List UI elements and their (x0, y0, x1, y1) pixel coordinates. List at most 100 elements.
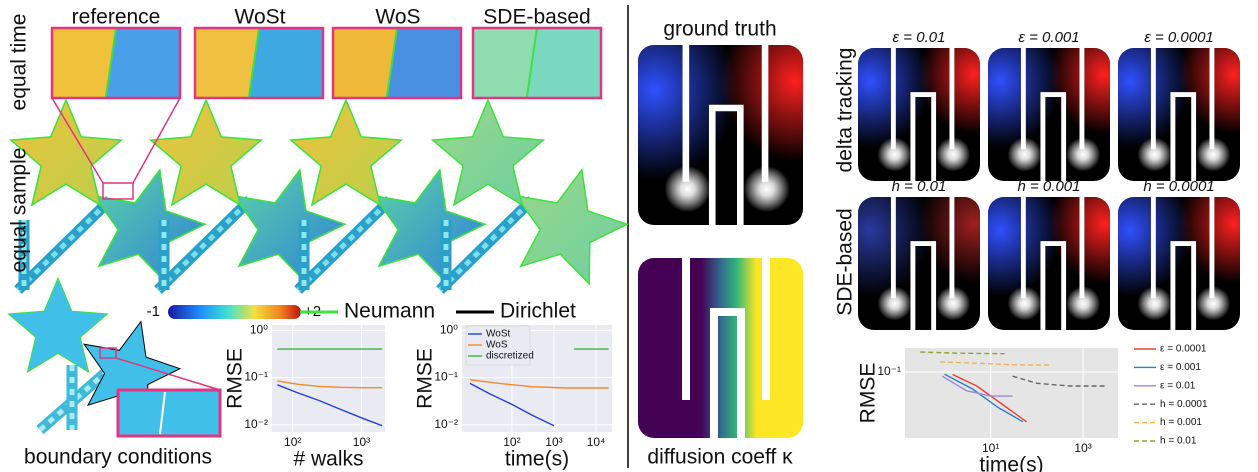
column-label: ε = 0.0001 (1144, 29, 1214, 46)
column-label: h = 0.001 (1018, 178, 1081, 195)
series-line (1012, 375, 1106, 387)
thumbnail (105, 28, 180, 98)
legend-label: discretized (486, 351, 534, 362)
row-label: equal time (8, 14, 31, 111)
x-tick-label: 10² (503, 435, 520, 449)
x-tick-label: 10² (284, 435, 301, 449)
column-label: reference (72, 6, 161, 29)
legend-label: ε = 0.01 (1160, 380, 1196, 391)
light (1196, 286, 1231, 321)
star (288, 98, 404, 207)
series-line (939, 361, 1051, 366)
slit (708, 104, 744, 225)
light (1137, 137, 1172, 172)
legend-label: Neumann (344, 300, 435, 323)
light (1066, 137, 1101, 172)
series-line (944, 373, 1024, 423)
x-tick-label: 10³ (1074, 441, 1091, 455)
y-axis-label: RMSE (414, 348, 437, 409)
x-tick-label: 10³ (353, 435, 370, 449)
legend-label: WoSt (486, 329, 510, 340)
light (1007, 137, 1042, 172)
x-axis-label: time(s) (505, 448, 569, 471)
rod (438, 198, 534, 292)
star (8, 98, 124, 207)
light (1196, 137, 1231, 172)
illustrations (7, 26, 1240, 438)
caption: boundary conditions (24, 446, 212, 469)
x-axis-label: time(s) (979, 454, 1043, 472)
series-line (277, 384, 383, 427)
light (1066, 286, 1101, 321)
image-label: diffusion coeff κ (647, 446, 793, 469)
column-label: WoS (375, 6, 420, 29)
light (1137, 286, 1172, 321)
star (514, 168, 629, 286)
zoom-box (99, 347, 117, 359)
x-tick-label: 10⁴ (587, 435, 606, 449)
column-label: SDE-based (483, 6, 590, 29)
slit (910, 241, 937, 330)
series-line (469, 382, 555, 427)
legend-label: h = 0.0001 (1160, 399, 1208, 410)
y-axis-label: RMSE (857, 363, 880, 424)
light (936, 286, 971, 321)
column-label: h = 0.01 (892, 178, 947, 195)
kappa (638, 258, 803, 438)
column-label: h = 0.0001 (1143, 178, 1214, 195)
zoom-line (51, 97, 104, 184)
light (664, 165, 711, 213)
column-label: ε = 0.001 (1018, 29, 1079, 46)
thumbnail-frame (471, 26, 603, 100)
rod (296, 198, 392, 292)
light (877, 137, 912, 172)
star (430, 98, 546, 207)
star (7, 276, 109, 374)
legend-label: ε = 0.001 (1160, 362, 1201, 373)
x-axis-label: # walks (293, 448, 363, 471)
slit (910, 92, 937, 181)
y-tick-label: 10⁰ (440, 323, 458, 337)
light (877, 286, 912, 321)
column-label: WoSt (235, 6, 286, 29)
y-axis-label: RMSE (224, 348, 247, 409)
series-line (469, 379, 609, 389)
slit (710, 308, 745, 438)
star (92, 168, 207, 286)
series-line (277, 380, 383, 389)
thumbnail-frame (50, 26, 182, 100)
plots: 10² 10³ 10⁻² 10⁻¹ 10⁰ # walks RMSE 10² 10³ 10⁴ 10⁻… (224, 323, 1208, 472)
light (743, 165, 790, 213)
y-tick-label: 10⁻¹ (877, 364, 901, 378)
column-labels: ε = 0.01 ε = 0.001 ε = 0.0001 h = 0.01 h = 0… (892, 29, 1215, 195)
x-tick-label: 10¹ (982, 441, 999, 455)
neumann-edge (247, 27, 260, 99)
zoom-line (132, 97, 181, 184)
inset (116, 388, 222, 438)
neumann-edge (104, 27, 117, 99)
zoom-line (115, 357, 221, 391)
y-tick-label: 10⁻² (244, 417, 268, 431)
star (372, 168, 487, 286)
image-label: ground truth (663, 18, 776, 41)
inset-edge (159, 391, 166, 435)
neumann-edge (385, 27, 398, 99)
thumbnail (526, 28, 601, 98)
legend-label: h = 0.01 (1160, 436, 1197, 447)
row-label: SDE-based (834, 208, 857, 315)
neumann-edge (525, 27, 538, 99)
slit (1040, 92, 1067, 181)
star (148, 98, 264, 207)
plot-area (272, 325, 385, 432)
row-label: equal sample (8, 148, 31, 273)
legend-label: ε = 0.0001 (1160, 344, 1207, 355)
y-tick-label: 10⁻¹ (434, 370, 458, 384)
slit (1170, 92, 1197, 181)
thumbnail-frame (193, 26, 325, 100)
legend-label: WoS (486, 340, 508, 351)
slit (1170, 241, 1197, 330)
series-line (920, 351, 1005, 355)
thumbnail-frame (331, 26, 463, 100)
colorbar-min: -1 (147, 303, 160, 320)
